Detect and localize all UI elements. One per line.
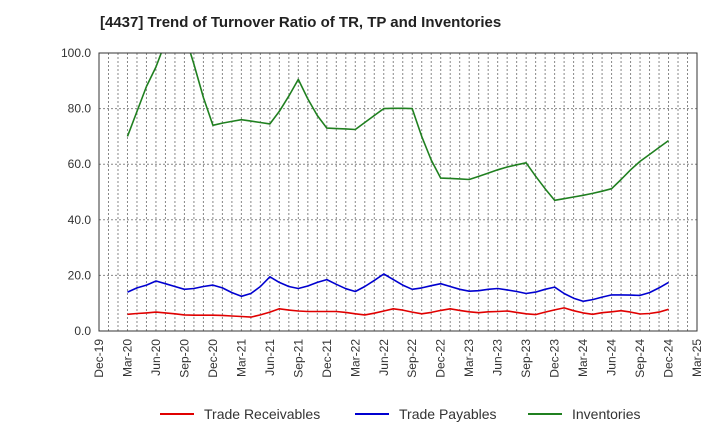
- x-tick-label: Mar-24: [576, 339, 590, 377]
- x-tick-label: Mar-23: [462, 339, 476, 377]
- legend-label: Inventories: [572, 406, 640, 422]
- plot-area-frame: [98, 52, 698, 332]
- x-axis: Dec-19 Mar-20 Jun-20 Sep-20 Dec-20 Mar-21 Jun-…: [92, 339, 704, 378]
- series-line-trade-payables: [127, 273, 669, 303]
- chart-title: [4437] Trend of Turnover Ratio of TR, TP…: [100, 14, 502, 31]
- x-tick-label: Jun-21: [263, 339, 277, 376]
- x-tick-label: Sep-24: [633, 339, 647, 378]
- y-tick-label: 100.0: [61, 46, 91, 60]
- x-tick-label: Mar-25: [690, 339, 704, 377]
- series-layer: [126, 53, 669, 318]
- legend-label: Trade Receivables: [204, 406, 320, 422]
- y-tick-label: 0.0: [74, 324, 91, 338]
- x-tick-label: Sep-21: [291, 339, 305, 378]
- series-line-inventories: [126, 53, 669, 202]
- x-tick-label: Sep-23: [519, 339, 533, 378]
- y-tick-label: 40.0: [68, 213, 92, 227]
- y-axis: 0.0 20.0 40.0 60.0 80.0 100.0: [61, 46, 91, 338]
- x-tick-label: Sep-20: [177, 339, 191, 378]
- y-tick-label: 20.0: [68, 268, 92, 282]
- x-tick-label: Jun-20: [149, 339, 163, 376]
- legend-label: Trade Payables: [399, 406, 497, 422]
- x-tick-label: Dec-21: [320, 339, 334, 378]
- series-line-trade-receivables: [127, 307, 669, 318]
- x-tick-label: Dec-23: [548, 339, 562, 378]
- x-tick-label: Jun-24: [605, 339, 619, 376]
- x-tick-label: Dec-19: [92, 339, 106, 378]
- x-tick-label: Mar-21: [234, 339, 248, 377]
- y-tick-label: 60.0: [68, 157, 92, 171]
- x-tick-label: Mar-22: [348, 339, 362, 377]
- x-tick-label: Dec-22: [434, 339, 448, 378]
- x-tick-label: Jun-22: [377, 339, 391, 376]
- x-tick-label: Sep-22: [405, 339, 419, 378]
- x-tick-label: Jun-23: [491, 339, 505, 376]
- x-tick-label: Dec-20: [206, 339, 220, 378]
- x-tick-label: Dec-24: [662, 339, 676, 378]
- y-tick-label: 80.0: [68, 102, 92, 116]
- legend: Trade Receivables Trade Payables Inventori…: [160, 406, 640, 422]
- x-tick-label: Mar-20: [120, 339, 134, 377]
